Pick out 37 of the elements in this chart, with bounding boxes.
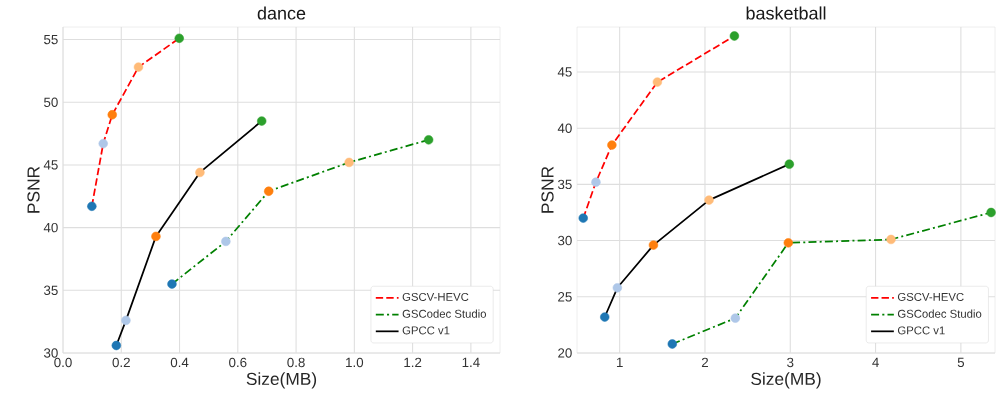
x-tick-label: 1.4 bbox=[462, 357, 480, 367]
y-tick-label: 20 bbox=[558, 348, 572, 358]
x-tick-label: 0.8 bbox=[287, 357, 305, 368]
legend-label: GPCC v1 bbox=[402, 326, 450, 335]
y-axis-title: PSNR bbox=[27, 166, 40, 213]
y-tick-label: 40 bbox=[43, 222, 58, 233]
x-axis-title: Size(MB) bbox=[751, 372, 821, 389]
legend-label: GSCV-HEVC bbox=[402, 292, 469, 301]
chart-title: dance bbox=[257, 6, 306, 20]
x-tick-label: 1.0 bbox=[346, 357, 364, 368]
x-tick-label: 1 bbox=[616, 357, 623, 367]
y-axis-title: PSNR bbox=[541, 166, 554, 213]
x-axis-title: Size(MB) bbox=[246, 372, 317, 389]
x-tick-label: 0.2 bbox=[112, 357, 130, 368]
y-tick-label: 45 bbox=[43, 160, 58, 170]
y-tick-label: 55 bbox=[44, 34, 58, 45]
y-tick-label: 30 bbox=[43, 348, 58, 358]
x-tick-label: 0.0 bbox=[54, 357, 72, 368]
legend-label: GSCV-HEVC bbox=[897, 292, 964, 301]
x-tick-label: 3 bbox=[787, 357, 794, 368]
y-tick-label: 45 bbox=[557, 67, 572, 77]
x-tick-label: 1.2 bbox=[404, 357, 422, 368]
y-tick-label: 35 bbox=[557, 179, 572, 190]
y-tick-label: 30 bbox=[557, 235, 572, 246]
x-tick-label: 2 bbox=[701, 357, 709, 368]
legend-label: GPCC v1 bbox=[897, 326, 945, 335]
y-tick-label: 50 bbox=[44, 97, 58, 107]
y-tick-label: 25 bbox=[558, 292, 572, 302]
x-tick-label: 4 bbox=[872, 357, 879, 367]
x-tick-label: 0.4 bbox=[170, 357, 189, 368]
chart-title: basketball bbox=[746, 6, 826, 20]
x-tick-label: 0.6 bbox=[229, 357, 247, 368]
y-tick-label: 35 bbox=[43, 285, 58, 296]
x-tick-label: 5 bbox=[957, 357, 965, 368]
legend-label: GSCodec Studio bbox=[897, 309, 982, 318]
legend-label: GSCodec Studio bbox=[402, 309, 487, 318]
y-tick-label: 40 bbox=[557, 123, 572, 133]
